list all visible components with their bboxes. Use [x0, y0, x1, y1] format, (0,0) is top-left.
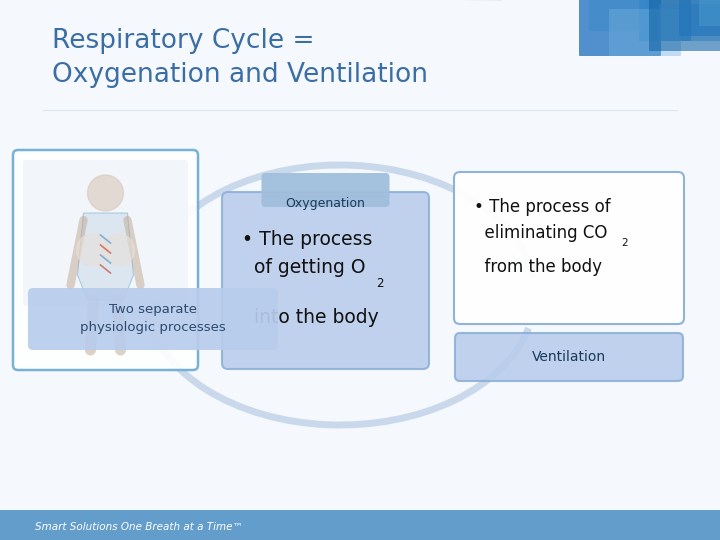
FancyBboxPatch shape: [0, 510, 720, 540]
FancyBboxPatch shape: [659, 4, 720, 41]
Text: Two separate
physiologic processes: Two separate physiologic processes: [80, 303, 226, 334]
FancyBboxPatch shape: [639, 0, 691, 41]
FancyBboxPatch shape: [222, 192, 429, 369]
Text: Smart Solutions One Breath at a Time™: Smart Solutions One Breath at a Time™: [35, 522, 243, 532]
FancyBboxPatch shape: [699, 0, 720, 26]
FancyBboxPatch shape: [28, 288, 278, 350]
Text: Respiratory Cycle =: Respiratory Cycle =: [52, 28, 315, 54]
Circle shape: [88, 175, 124, 211]
FancyBboxPatch shape: [589, 0, 646, 31]
FancyBboxPatch shape: [455, 333, 683, 381]
FancyBboxPatch shape: [13, 150, 198, 370]
FancyBboxPatch shape: [261, 173, 390, 207]
Text: 2: 2: [621, 238, 628, 248]
FancyBboxPatch shape: [609, 9, 681, 56]
Text: • The process
  of getting O: • The process of getting O: [242, 230, 372, 277]
Text: Oxygenation and Ventilation: Oxygenation and Ventilation: [52, 62, 428, 88]
FancyBboxPatch shape: [454, 172, 684, 324]
Text: into the body: into the body: [242, 308, 379, 327]
Polygon shape: [78, 213, 133, 300]
FancyBboxPatch shape: [579, 0, 661, 56]
FancyBboxPatch shape: [649, 0, 720, 51]
Text: from the body: from the body: [474, 258, 602, 276]
Text: Ventilation: Ventilation: [532, 350, 606, 364]
FancyBboxPatch shape: [23, 160, 188, 306]
Text: • The process of
  eliminating CO: • The process of eliminating CO: [474, 198, 611, 242]
Circle shape: [76, 234, 109, 266]
FancyBboxPatch shape: [679, 0, 720, 36]
Text: Oxygenation: Oxygenation: [286, 197, 366, 210]
Text: 2: 2: [376, 277, 384, 290]
Circle shape: [102, 234, 135, 266]
